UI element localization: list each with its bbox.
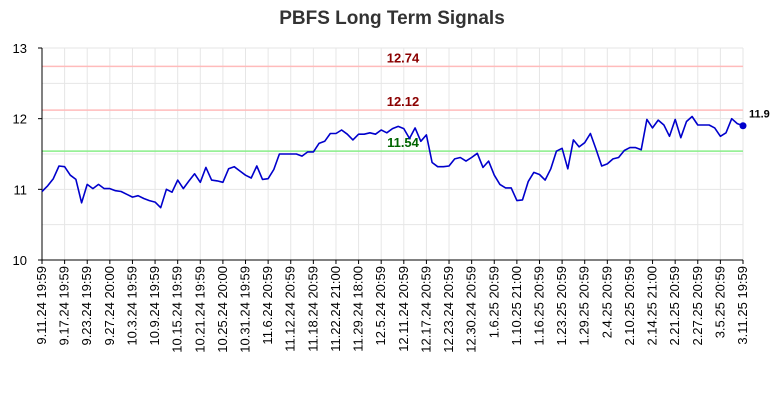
x-tick-label: 9.23.24 19:59: [79, 266, 94, 346]
x-tick-label: 11.6.24 20:59: [260, 266, 275, 345]
reference-line-label: 12.12: [387, 94, 420, 109]
x-tick-label: 1.10.25 21:00: [509, 266, 524, 346]
x-tick-label: 11.29.24 18:00: [351, 266, 366, 352]
x-tick-label: 2.4.25 20:59: [599, 266, 614, 338]
x-tick-label: 1.23.25 20:59: [554, 266, 569, 346]
x-tick-label: 2.14.25 21:00: [645, 266, 660, 346]
x-tick-label: 1.16.25 20:59: [531, 266, 546, 346]
x-tick-label: 12.11.24 20:59: [396, 266, 411, 352]
y-tick-label: 13: [13, 41, 27, 56]
x-tick-label: 1.29.25 20:59: [577, 266, 592, 346]
last-point-marker: [739, 122, 747, 130]
x-tick-label: 3.5.25 20:59: [712, 266, 727, 338]
x-tick-label: 2.27.25 20:59: [690, 266, 705, 346]
x-tick-label: 11.22.24 21:00: [328, 266, 343, 352]
x-tick-label: 9.11.24 19:59: [34, 266, 49, 345]
x-tick-label: 10.21.24 19:59: [192, 266, 207, 353]
x-tick-label: 11.12.24 20:59: [283, 266, 298, 352]
x-tick-label: 9.27.24 20:00: [102, 266, 117, 346]
x-tick-label: 1.6.25 20:59: [486, 266, 501, 338]
x-tick-label: 10.9.24 19:59: [147, 266, 162, 346]
x-tick-label: 12.30.24 20:59: [464, 266, 479, 353]
reference-line-label: 11.54: [387, 135, 420, 150]
reference-line-label: 12.74: [387, 50, 420, 65]
last-value-label: 11.9: [749, 109, 770, 121]
x-tick-label: 10.15.24 19:59: [170, 266, 185, 353]
x-tick-label: 10.25.24 20:00: [215, 266, 230, 353]
y-tick-label: 11: [14, 182, 28, 197]
x-tick-label: 10.3.24 19:59: [124, 266, 139, 346]
y-tick-label: 10: [13, 253, 27, 268]
x-tick-label: 12.23.24 20:59: [441, 266, 456, 353]
x-tick-label: 10.31.24 19:59: [238, 266, 253, 353]
x-tick-label: 11.18.24 20:59: [305, 266, 320, 352]
price-series-line: [41, 115, 744, 209]
x-tick-label: 3.11.25 19:59: [735, 266, 750, 345]
y-tick-label: 12: [13, 112, 27, 127]
x-tick-label: 2.10.25 20:59: [622, 266, 637, 346]
chart-title: PBFS Long Term Signals: [279, 8, 505, 29]
x-tick-label: 12.5.24 20:59: [373, 266, 388, 346]
x-tick-label: 2.21.25 20:59: [667, 266, 682, 346]
x-tick-label: 12.17.24 20:59: [418, 266, 433, 353]
x-tick-label: 9.17.24 19:59: [57, 266, 72, 346]
